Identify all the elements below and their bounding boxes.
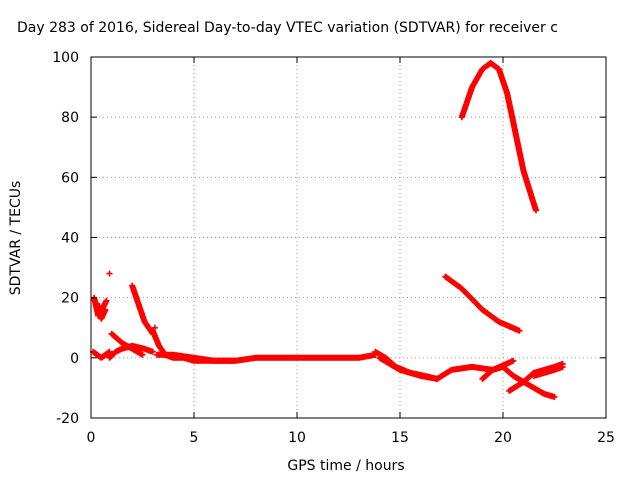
y-tick-label: 0 [70, 351, 79, 367]
x-tick-label: 10 [288, 430, 306, 446]
y-tick-label: 20 [61, 291, 79, 307]
x-tick-label: 20 [494, 430, 512, 446]
data-point [102, 306, 109, 313]
x-tick-label: 25 [597, 430, 615, 446]
data-point [516, 327, 523, 334]
y-tick-label: -20 [56, 411, 79, 427]
data-point [139, 351, 146, 358]
x-axis-label: GPS time / hours [287, 458, 404, 474]
chart-title: Day 283 of 2016, Sidereal Day-to-day VTE… [17, 20, 558, 36]
chart-marks [90, 60, 566, 400]
tick-labels: 0 5 10 15 20 25 -20 0 20 40 60 80 100 [52, 50, 615, 446]
data-point [103, 297, 110, 304]
plot-frame [90, 56, 607, 419]
y-tick-label: 80 [61, 110, 79, 126]
x-tick-label: 15 [391, 430, 409, 446]
y-tick-label: 60 [61, 170, 79, 186]
x-tick-label: 0 [87, 430, 96, 446]
data-point [551, 393, 558, 400]
grid [91, 57, 606, 418]
data-point [151, 324, 158, 331]
data-point [533, 207, 539, 214]
x-tick-label: 5 [190, 430, 199, 446]
data-point [232, 357, 239, 364]
y-tick-label: 40 [61, 231, 79, 247]
data-point [106, 348, 113, 355]
data-point [510, 357, 517, 364]
y-axis-label: SDTVAR / TECUs [8, 181, 24, 296]
data-point [106, 270, 113, 277]
data-point [559, 363, 566, 370]
data-point [149, 348, 156, 355]
ticks [90, 56, 607, 419]
y-tick-label: 100 [52, 50, 79, 66]
